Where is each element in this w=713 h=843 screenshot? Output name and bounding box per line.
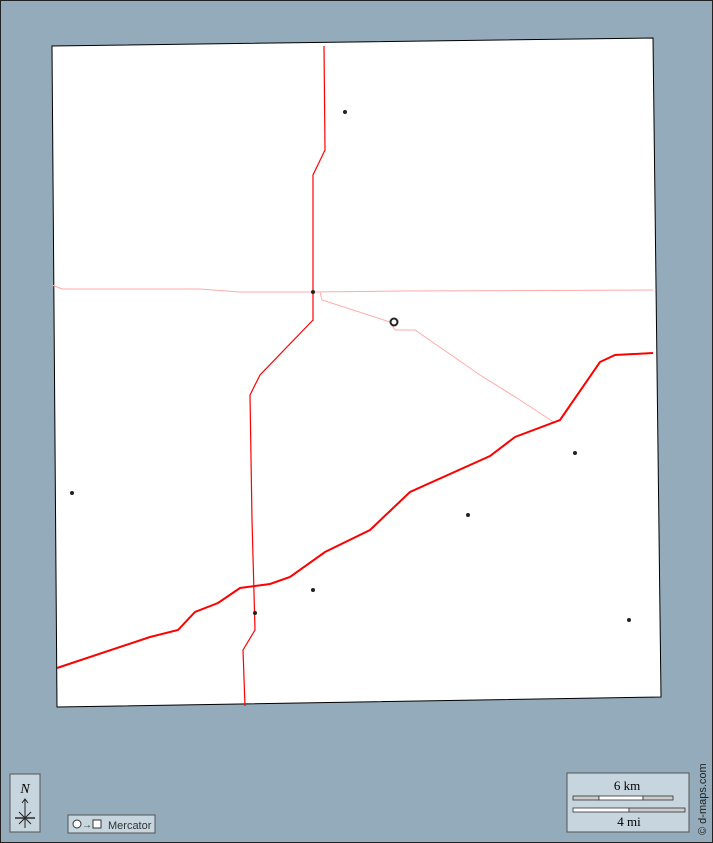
scale-km-label: 6 km <box>614 778 640 793</box>
road-vertical <box>242 45 326 707</box>
county-seat-marker <box>389 317 399 327</box>
scale-bar: 6 km 4 mi <box>566 772 690 833</box>
town-dot <box>573 451 577 455</box>
copyright: © d-maps.com <box>697 763 709 835</box>
town-dot <box>253 611 257 615</box>
town-dot <box>343 110 347 114</box>
town-dot <box>70 491 74 495</box>
svg-text:Mercator: Mercator <box>108 820 152 832</box>
projection-label: → Mercator <box>67 814 156 834</box>
svg-text:→: → <box>82 820 92 831</box>
compass: N <box>9 773 41 833</box>
town-dot <box>466 513 470 517</box>
town-dot <box>311 290 315 294</box>
circle-to-square-icon <box>72 819 82 829</box>
minor-road-horizontal <box>51 284 654 293</box>
town-dot <box>311 588 315 592</box>
region-outline <box>51 37 662 708</box>
minor-road-diagonal <box>319 291 556 424</box>
major-road <box>56 352 654 669</box>
scale-mi-label: 4 mi <box>617 814 641 829</box>
compass-label: N <box>19 782 30 797</box>
town-dot <box>627 618 631 622</box>
